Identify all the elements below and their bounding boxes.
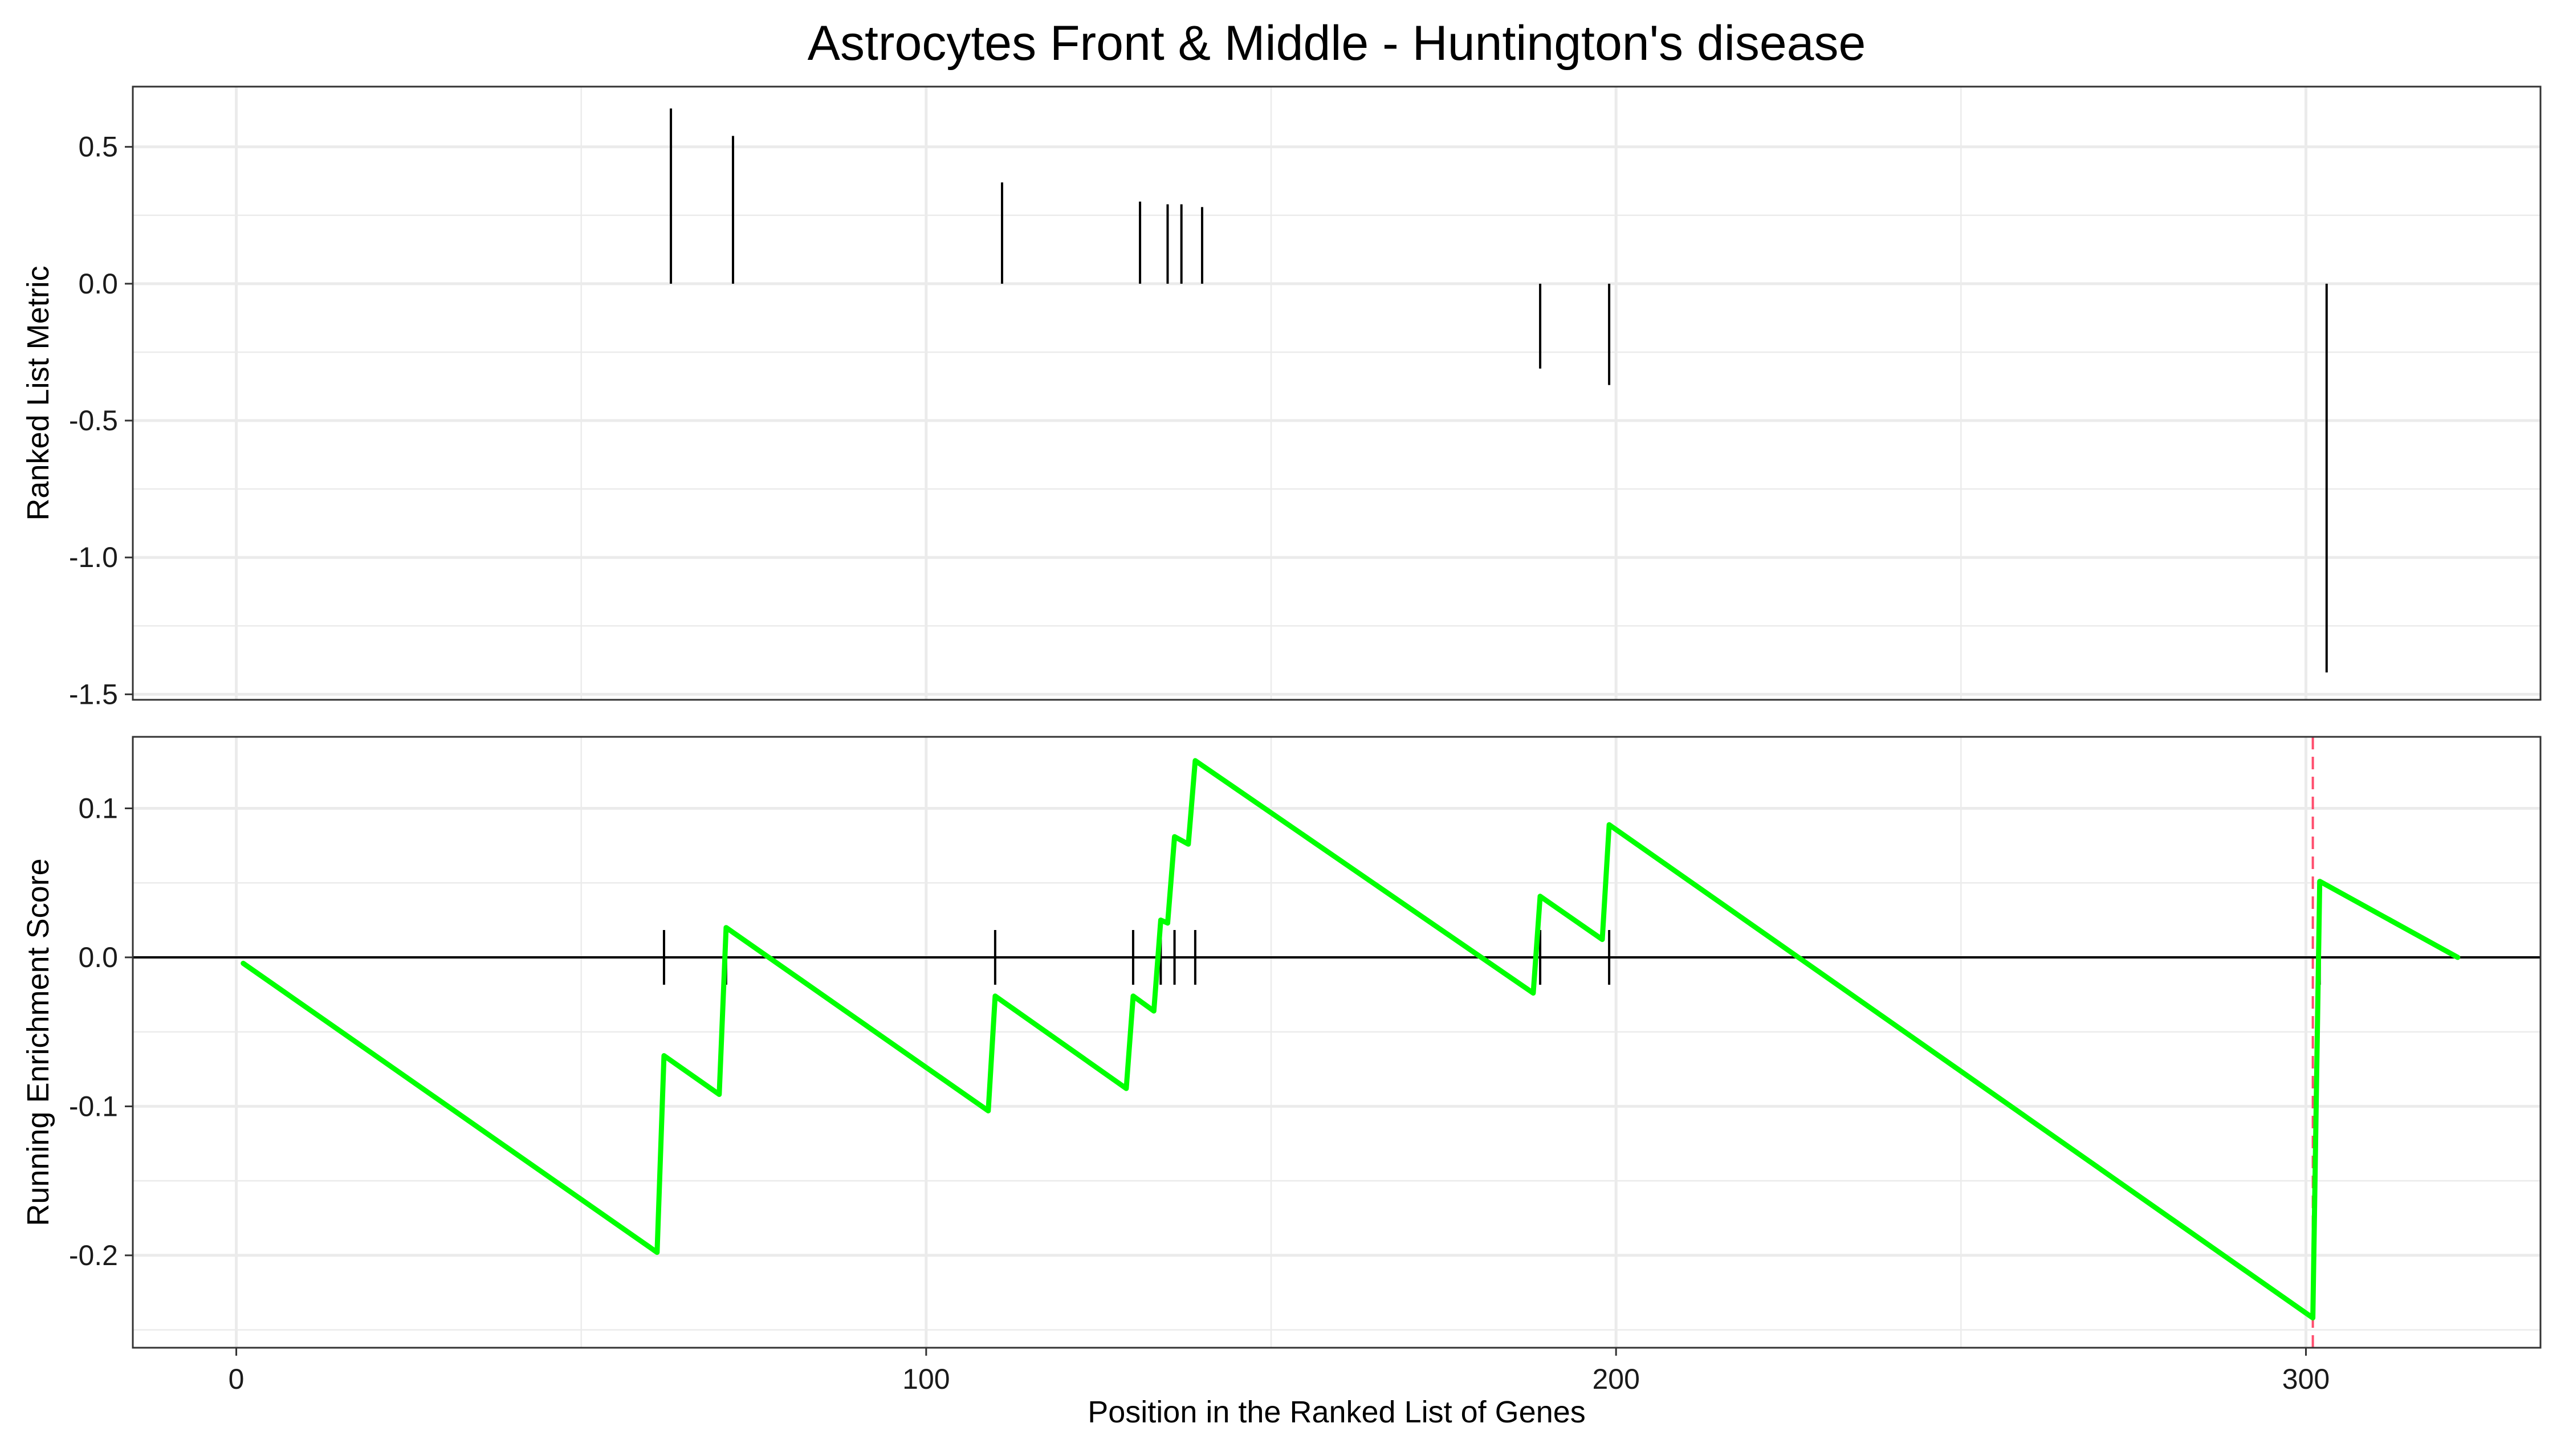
- ranked-metric-y-tick-label: -0.5: [69, 405, 118, 437]
- running-es-y-axis-title: Running Enrichment Score: [21, 858, 55, 1226]
- x-axis-title: Position in the Ranked List of Genes: [1088, 1395, 1586, 1429]
- chart-title: Astrocytes Front & Middle - Huntington's…: [808, 16, 1866, 71]
- ranked-metric-background: [133, 87, 2540, 700]
- ranked-metric-panel: 0.5 0.0 -0.5 -1.0 -1.5: [69, 85, 2542, 710]
- enrichment-score-line: [241, 758, 2461, 1321]
- running-es-border: [132, 736, 2542, 1349]
- ranked-metric-y-tick-label: -1.0: [69, 541, 118, 573]
- ranked-metric-y-tick-label: -1.5: [69, 678, 118, 710]
- ranked-metric-y-tick-label: 0.0: [78, 268, 118, 300]
- running-es-y-tick-label: 0.0: [78, 941, 118, 973]
- x-tick-label: 100: [902, 1363, 950, 1395]
- running-es-y-tick-label: -0.2: [69, 1239, 118, 1271]
- running-es-y-tick-label: 0.1: [78, 793, 118, 825]
- running-es-y-tick-label: -0.1: [69, 1090, 118, 1122]
- ranked-metric-y-tick-label: 0.5: [78, 131, 118, 163]
- x-tick-label: 300: [2282, 1363, 2330, 1395]
- ranked-metric-y-axis-title: Ranked List Metric: [21, 266, 55, 520]
- running-es-panel: 0.1 0.0 -0.1 -0.2: [69, 736, 2542, 1349]
- plot-layer: 0.5 0.0 -0.5 -1.0 -1.5 0.1 0.0 -0.1 -0.2 0 100 200 3…: [69, 85, 2542, 1395]
- x-tick-label: 200: [1592, 1363, 1639, 1395]
- ranked-metric-border: [132, 85, 2542, 701]
- x-tick-label: 0: [229, 1363, 245, 1395]
- running-es-background: [133, 737, 2540, 1348]
